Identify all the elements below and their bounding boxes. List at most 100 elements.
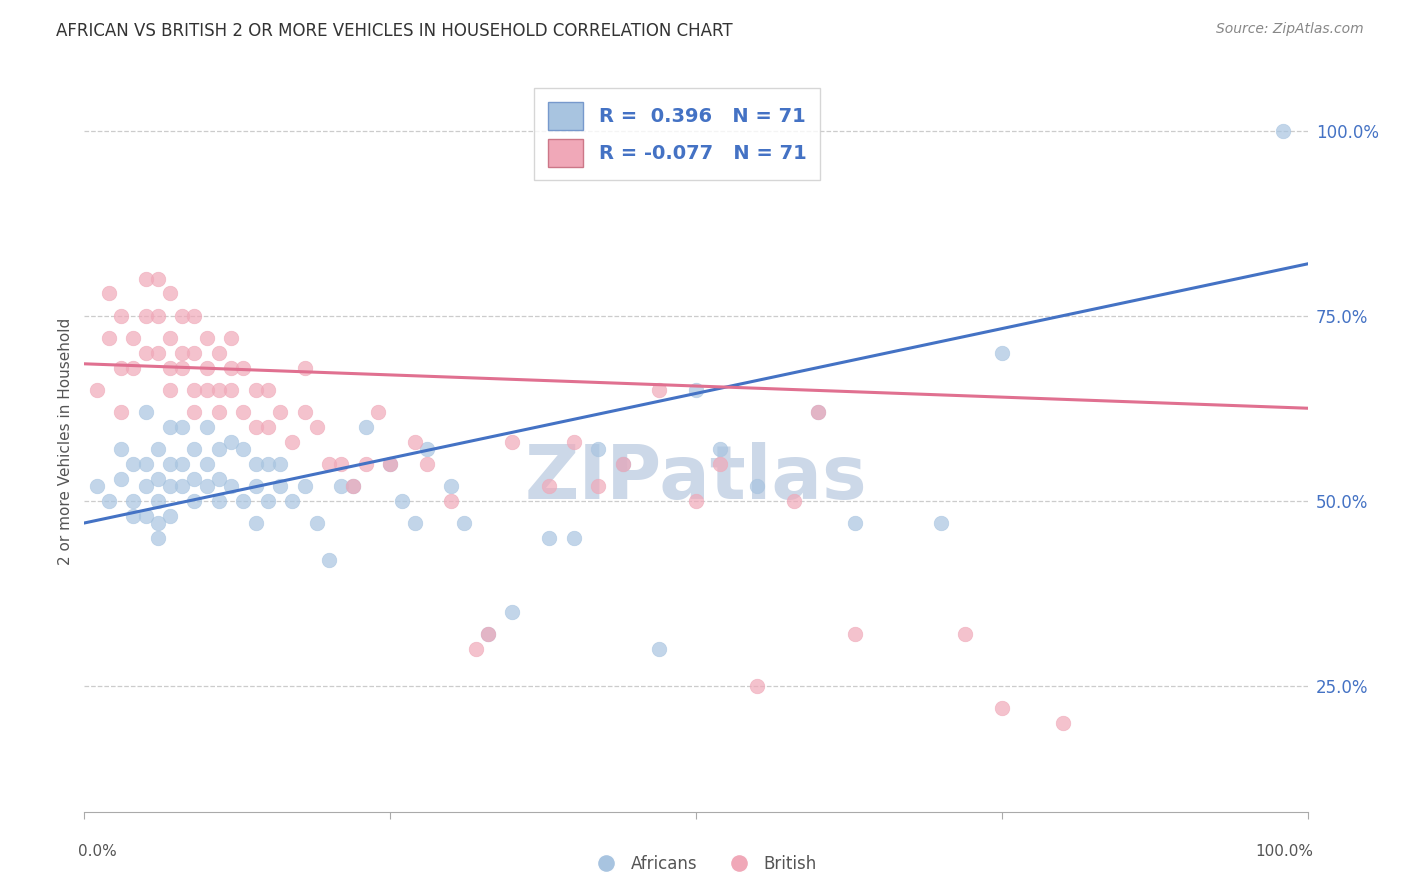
Point xyxy=(159,508,181,523)
Point xyxy=(208,405,231,419)
Legend: R =  0.396   N = 71, R = -0.077   N = 71: R = 0.396 N = 71, R = -0.077 N = 71 xyxy=(534,88,820,180)
Point xyxy=(464,641,486,656)
Point xyxy=(991,701,1014,715)
Legend: Africans, British: Africans, British xyxy=(582,848,824,880)
Point xyxy=(146,442,169,456)
Point xyxy=(232,405,254,419)
Point xyxy=(685,383,707,397)
Point xyxy=(404,434,426,449)
Point xyxy=(135,508,157,523)
Point xyxy=(245,516,267,530)
Point xyxy=(416,457,439,471)
Point xyxy=(416,442,439,456)
Point xyxy=(477,627,499,641)
Point xyxy=(404,516,426,530)
Point xyxy=(97,331,120,345)
Point xyxy=(453,516,475,530)
Point xyxy=(538,479,561,493)
Point xyxy=(440,479,463,493)
Point xyxy=(183,383,205,397)
Point xyxy=(844,516,866,530)
Point xyxy=(146,271,169,285)
Point xyxy=(110,360,132,375)
Point xyxy=(159,331,181,345)
Point xyxy=(232,493,254,508)
Point xyxy=(502,434,524,449)
Point xyxy=(807,405,830,419)
Point xyxy=(195,331,218,345)
Point xyxy=(257,457,280,471)
Point xyxy=(208,471,231,485)
Point xyxy=(172,419,194,434)
Point xyxy=(172,345,194,359)
Point xyxy=(648,641,671,656)
Point xyxy=(1272,123,1295,137)
Point xyxy=(305,516,328,530)
Point xyxy=(232,360,254,375)
Point xyxy=(183,493,205,508)
Point xyxy=(122,360,145,375)
Point xyxy=(257,383,280,397)
Point xyxy=(219,360,242,375)
Point xyxy=(342,479,364,493)
Point xyxy=(135,271,157,285)
Point xyxy=(342,479,364,493)
Point xyxy=(318,457,340,471)
Point xyxy=(269,405,291,419)
Point xyxy=(146,471,169,485)
Point xyxy=(367,405,389,419)
Point xyxy=(477,627,499,641)
Point xyxy=(159,419,181,434)
Point xyxy=(953,627,976,641)
Point xyxy=(685,493,707,508)
Point xyxy=(380,457,402,471)
Point xyxy=(562,434,585,449)
Point xyxy=(219,383,242,397)
Point xyxy=(86,479,108,493)
Point xyxy=(269,479,291,493)
Point xyxy=(380,457,402,471)
Point xyxy=(172,479,194,493)
Point xyxy=(245,457,267,471)
Point xyxy=(929,516,952,530)
Point xyxy=(159,383,181,397)
Text: ZIPatlas: ZIPatlas xyxy=(524,442,868,515)
Point xyxy=(294,479,316,493)
Point xyxy=(257,419,280,434)
Point xyxy=(135,405,157,419)
Point xyxy=(586,442,609,456)
Point xyxy=(122,331,145,345)
Text: 0.0%: 0.0% xyxy=(79,844,117,859)
Text: Source: ZipAtlas.com: Source: ZipAtlas.com xyxy=(1216,22,1364,37)
Point xyxy=(612,457,634,471)
Point xyxy=(354,457,377,471)
Point xyxy=(146,309,169,323)
Point xyxy=(159,479,181,493)
Point xyxy=(281,493,304,508)
Point xyxy=(783,493,806,508)
Point xyxy=(269,457,291,471)
Point xyxy=(208,442,231,456)
Point xyxy=(538,531,561,545)
Point xyxy=(172,457,194,471)
Point xyxy=(183,405,205,419)
Point xyxy=(245,419,267,434)
Point xyxy=(612,457,634,471)
Point xyxy=(183,309,205,323)
Point xyxy=(440,493,463,508)
Point xyxy=(97,493,120,508)
Point xyxy=(709,442,731,456)
Point xyxy=(648,383,671,397)
Point xyxy=(586,479,609,493)
Text: AFRICAN VS BRITISH 2 OR MORE VEHICLES IN HOUSEHOLD CORRELATION CHART: AFRICAN VS BRITISH 2 OR MORE VEHICLES IN… xyxy=(56,22,733,40)
Point xyxy=(709,457,731,471)
Point xyxy=(502,605,524,619)
Point xyxy=(330,457,353,471)
Point xyxy=(318,553,340,567)
Point xyxy=(195,479,218,493)
Point xyxy=(391,493,413,508)
Point xyxy=(135,309,157,323)
Point xyxy=(232,442,254,456)
Point xyxy=(1052,715,1074,730)
Point xyxy=(195,419,218,434)
